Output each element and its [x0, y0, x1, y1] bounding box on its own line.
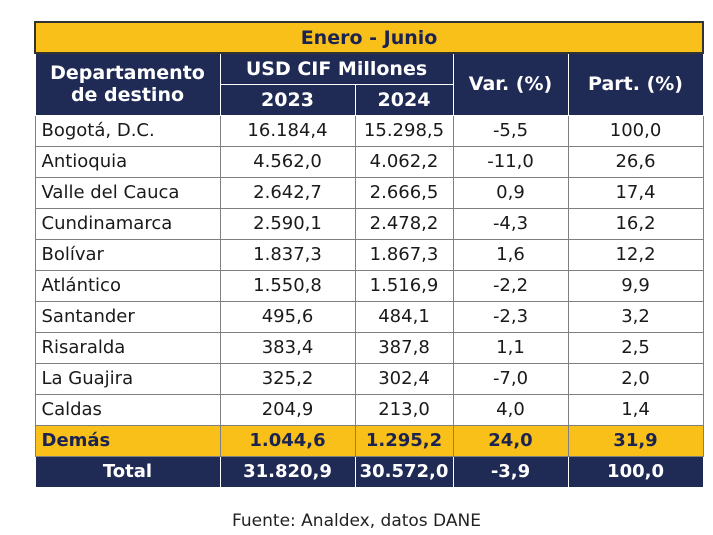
part-cell: 3,2	[567, 300, 704, 333]
table-row: Caldas 204,9 213,0 4,0 1,4	[34, 393, 704, 426]
y2023-cell: 325,2	[219, 362, 356, 395]
table-row: Bolívar 1.837,3 1.867,3 1,6 12,2	[34, 238, 704, 271]
y2024-cell: 484,1	[354, 300, 454, 333]
y2024-cell: 1.295,2	[354, 424, 454, 457]
y2024-cell: 4.062,2	[354, 145, 454, 178]
table-body: Bogotá, D.C. 16.184,4 15.298,5 -5,5 100,…	[34, 114, 704, 488]
y2024-cell: 213,0	[354, 393, 454, 426]
department-header: Departamento de destino	[34, 52, 221, 116]
dept-cell: Valle del Cauca	[34, 176, 221, 209]
var-cell: -7,0	[452, 362, 569, 395]
var-cell: -11,0	[452, 145, 569, 178]
dept-cell: Antioquia	[34, 145, 221, 178]
table-row: La Guajira 325,2 302,4 -7,0 2,0	[34, 362, 704, 395]
y2023-cell: 4.562,0	[219, 145, 356, 178]
dept-cell: Bolívar	[34, 238, 221, 271]
var-cell: -3,9	[452, 455, 569, 488]
table-row: Antioquia 4.562,0 4.062,2 -11,0 26,6	[34, 145, 704, 178]
table-row: Atlántico 1.550,8 1.516,9 -2,2 9,9	[34, 269, 704, 302]
year-2023-header: 2023	[219, 83, 356, 116]
part-cell: 100,0	[567, 455, 704, 488]
part-cell: 12,2	[567, 238, 704, 271]
y2023-cell: 1.837,3	[219, 238, 356, 271]
var-cell: 1,6	[452, 238, 569, 271]
part-cell: 26,6	[567, 145, 704, 178]
y2023-cell: 2.590,1	[219, 207, 356, 240]
y2024-cell: 30.572,0	[354, 455, 454, 488]
table-row: Santander 495,6 484,1 -2,3 3,2	[34, 300, 704, 333]
part-cell: 100,0	[567, 114, 704, 147]
y2023-cell: 204,9	[219, 393, 356, 426]
dept-cell: La Guajira	[34, 362, 221, 395]
y2023-cell: 495,6	[219, 300, 356, 333]
part-cell: 1,4	[567, 393, 704, 426]
var-header: Var. (%)	[452, 52, 569, 116]
y2023-cell: 1.044,6	[219, 424, 356, 457]
var-cell: 0,9	[452, 176, 569, 209]
table-row: Risaralda 383,4 387,8 1,1 2,5	[34, 331, 704, 364]
y2024-cell: 302,4	[354, 362, 454, 395]
y2024-cell: 1.867,3	[354, 238, 454, 271]
var-cell: -2,2	[452, 269, 569, 302]
table-row: Cundinamarca 2.590,1 2.478,2 -4,3 16,2	[34, 207, 704, 240]
part-cell: 17,4	[567, 176, 704, 209]
var-cell: -4,3	[452, 207, 569, 240]
y2023-cell: 31.820,9	[219, 455, 356, 488]
demas-row: Demás 1.044,6 1.295,2 24,0 31,9	[34, 424, 704, 457]
part-header: Part. (%)	[567, 52, 704, 116]
y2023-cell: 383,4	[219, 331, 356, 364]
table-row: Valle del Cauca 2.642,7 2.666,5 0,9 17,4	[34, 176, 704, 209]
part-cell: 2,5	[567, 331, 704, 364]
part-cell: 2,0	[567, 362, 704, 395]
y2023-cell: 2.642,7	[219, 176, 356, 209]
y2024-cell: 387,8	[354, 331, 454, 364]
dept-cell: Santander	[34, 300, 221, 333]
y2023-cell: 1.550,8	[219, 269, 356, 302]
dept-cell: Demás	[34, 424, 221, 457]
dept-cell: Atlántico	[34, 269, 221, 302]
var-cell: -2,3	[452, 300, 569, 333]
source-note: Fuente: Analdex, datos DANE	[232, 511, 481, 531]
part-cell: 31,9	[567, 424, 704, 457]
dept-cell: Bogotá, D.C.	[34, 114, 221, 147]
year-2024-header: 2024	[354, 83, 454, 116]
y2024-cell: 15.298,5	[354, 114, 454, 147]
var-cell: -5,5	[452, 114, 569, 147]
y2023-cell: 16.184,4	[219, 114, 356, 147]
dept-cell: Risaralda	[34, 331, 221, 364]
total-row: Total 31.820,9 30.572,0 -3,9 100,0	[34, 455, 704, 488]
part-cell: 16,2	[567, 207, 704, 240]
table-row: Bogotá, D.C. 16.184,4 15.298,5 -5,5 100,…	[34, 114, 704, 147]
y2024-cell: 2.666,5	[354, 176, 454, 209]
dept-cell: Cundinamarca	[34, 207, 221, 240]
y2024-cell: 2.478,2	[354, 207, 454, 240]
export-table: Enero - Junio Departamento de destino US…	[33, 21, 705, 488]
var-cell: 1,1	[452, 331, 569, 364]
period-title: Enero - Junio	[33, 21, 705, 54]
var-cell: 24,0	[452, 424, 569, 457]
y2024-cell: 1.516,9	[354, 269, 454, 302]
dept-cell: Total	[34, 455, 221, 488]
part-cell: 9,9	[567, 269, 704, 302]
var-cell: 4,0	[452, 393, 569, 426]
usd-header: USD CIF Millones	[219, 52, 454, 85]
dept-cell: Caldas	[34, 393, 221, 426]
